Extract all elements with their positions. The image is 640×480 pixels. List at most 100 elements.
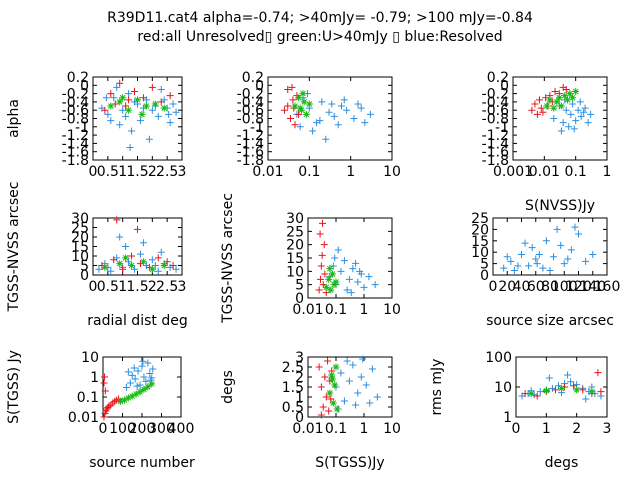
data-point — [172, 108, 180, 116]
red-series — [528, 83, 570, 118]
data-point — [550, 253, 558, 261]
x-tick-label: 0.1 — [298, 164, 320, 180]
data-point — [321, 373, 329, 381]
y-tick-label: 0 — [500, 78, 509, 94]
y-tick-label: 5 — [80, 259, 89, 275]
x-tick-label: 0.1 — [325, 421, 347, 437]
data-point — [514, 262, 522, 270]
x-axis-label: radial dist deg — [87, 313, 187, 329]
data-point — [332, 278, 340, 286]
data-point — [359, 355, 367, 363]
data-point — [332, 363, 340, 371]
data-point — [337, 102, 345, 110]
y-tick-label: 2 — [295, 370, 304, 386]
data-point — [128, 392, 136, 400]
data-point — [582, 257, 590, 265]
data-point — [528, 244, 536, 252]
data-point — [571, 223, 579, 231]
data-point — [535, 250, 543, 258]
data-point — [528, 106, 536, 114]
data-point — [570, 382, 578, 390]
data-point — [533, 110, 541, 118]
y-axis-label: S(TGSS) Jy — [6, 350, 22, 424]
y-tick-label: 10 — [471, 245, 489, 261]
y-tick-label: -1 — [250, 120, 264, 136]
data-point — [136, 388, 144, 396]
data-point — [564, 371, 572, 379]
data-point — [160, 262, 168, 269]
x-tick-label: 0 — [89, 279, 98, 295]
x-tick-label: 3 — [603, 421, 612, 437]
data-point — [157, 98, 165, 106]
data-point — [345, 377, 353, 385]
data-point — [126, 144, 134, 152]
data-point — [564, 96, 572, 104]
data-point — [136, 381, 144, 389]
x-tick-label: 0.01 — [292, 421, 323, 437]
data-point — [295, 110, 303, 118]
data-point — [131, 88, 139, 96]
data-point — [587, 110, 595, 118]
data-point — [546, 266, 554, 274]
y-tick-label: 0 — [295, 291, 304, 307]
data-point — [533, 392, 541, 400]
figure-title-line-1: R39D11.cat4 alpha=-0.74; >40mJy= -0.79; … — [107, 10, 533, 26]
y-tick-label: 100 — [485, 350, 512, 366]
figure-title-line-2: red:all Unresolved▯ green:U>40mJy ▯ blue… — [137, 29, 502, 45]
y-axis-label: alpha — [6, 99, 22, 138]
data-point — [145, 135, 153, 143]
data-point — [299, 90, 307, 98]
data-point — [119, 106, 127, 114]
data-point — [130, 364, 138, 372]
data-point — [131, 265, 139, 273]
data-point — [329, 270, 337, 278]
data-point — [101, 106, 109, 114]
data-point — [333, 405, 341, 413]
data-point — [100, 413, 108, 421]
x-tick-label: 0 — [489, 279, 498, 295]
data-point — [581, 104, 589, 112]
data-point — [316, 230, 324, 238]
data-point — [139, 357, 147, 365]
x-tick-label: 0.5 — [97, 279, 119, 295]
data-point — [349, 361, 357, 369]
data-point — [148, 83, 156, 91]
x-tick-label: 1.5 — [126, 279, 148, 295]
y-tick-label: -1 — [75, 120, 89, 136]
data-point — [329, 375, 337, 383]
y-tick-label: 15 — [71, 240, 89, 256]
data-point — [322, 135, 330, 143]
data-point — [533, 260, 541, 268]
blue-series — [326, 246, 379, 297]
y-tick-label: -1.6 — [62, 145, 89, 161]
data-point — [318, 98, 326, 106]
data-point — [572, 88, 580, 96]
data-point — [562, 106, 570, 114]
data-point — [545, 374, 553, 382]
red-series — [280, 83, 303, 129]
data-point — [354, 100, 362, 108]
data-point — [296, 123, 304, 131]
plot-frame — [307, 217, 393, 299]
y-tick-label: 0 — [255, 78, 264, 94]
x-tick-label: 60 — [527, 279, 545, 295]
data-point — [334, 246, 342, 254]
data-point — [543, 102, 551, 110]
data-point — [148, 265, 156, 273]
data-point — [334, 121, 342, 129]
data-point — [318, 251, 326, 259]
data-point — [572, 117, 580, 125]
data-point — [165, 110, 173, 118]
data-point — [157, 248, 165, 256]
data-point — [302, 110, 310, 118]
data-point — [142, 262, 150, 269]
data-point — [140, 373, 148, 381]
y-tick-label: 0 — [295, 410, 304, 426]
data-point — [582, 395, 590, 403]
y-tick-label: 20 — [71, 230, 89, 246]
data-point — [122, 112, 130, 120]
y-tick-label: 15 — [471, 234, 489, 250]
data-point — [337, 267, 345, 275]
